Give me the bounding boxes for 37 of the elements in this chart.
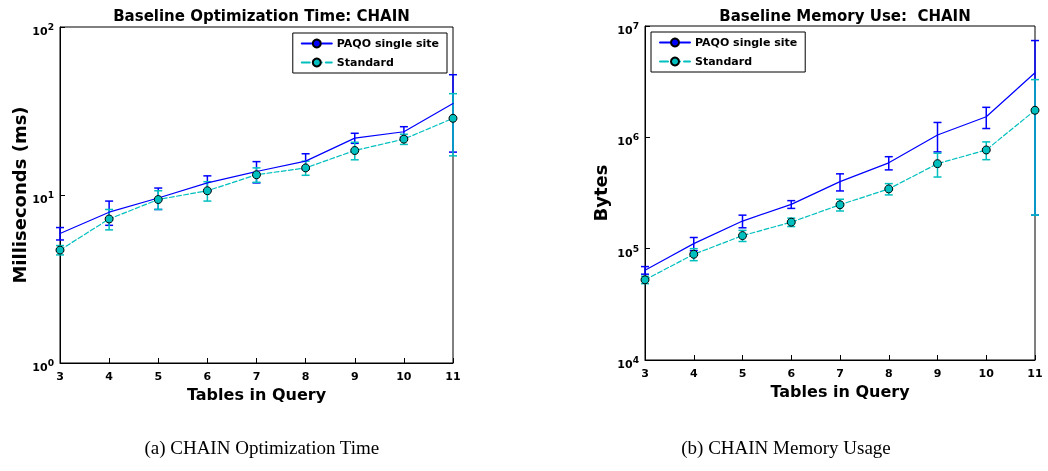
y-tick-label: 10$^{7}$ [617,19,639,39]
y-tick-label: 10$^{6}$ [617,130,639,150]
x-tick-label: 5 [738,367,747,380]
x-tick-label: 3 [56,370,64,383]
y-tick-label: 10$^{5}$ [617,241,639,262]
chart-title: Baseline Memory Use: CHAIN [719,6,971,25]
chart-title: Baseline Optimization Time: CHAIN [113,6,410,25]
x-axis-title: Tables in Query [770,382,911,402]
x-tick-label: 10 [978,367,995,380]
y-tick-label: 10$^{1}$ [32,188,54,208]
legend-label: PAQO single site [336,37,439,50]
x-tick-label: 7 [836,367,844,380]
x-tick-label: 7 [252,370,261,383]
x-tick-label: 11 [1027,367,1043,380]
x-tick-label: 11 [445,370,461,383]
y-axis-title: Milliseconds (ms) [8,106,30,284]
legend-label: Standard [336,56,394,69]
x-tick-label: 8 [884,367,893,380]
y-axis-title: Bytes [589,164,611,222]
x-tick-label: 10 [396,370,412,383]
text: (a) CHAIN Optimization Time [144,437,380,459]
y-tick-label: 10$^{2}$ [32,20,54,40]
text: (b) CHAIN Memory Usage [681,437,891,459]
x-tick-label: 3 [641,367,649,380]
legend-label: PAQO single site [695,36,798,49]
x-tick-label: 6 [787,367,796,380]
x-tick-label: 6 [203,370,212,383]
legend-label: Standard [695,55,753,68]
y-tick-label: 10$^{0}$ [32,356,54,376]
y-tick-label: 10$^{4}$ [617,353,639,373]
x-axis-title: Tables in Query [186,385,327,405]
x-tick-label: 5 [154,370,163,383]
x-tick-label: 4 [689,367,698,380]
x-tick-label: 4 [105,370,114,383]
x-tick-label: 8 [301,370,310,383]
x-tick-label: 9 [933,367,942,380]
x-tick-label: 9 [350,370,359,383]
